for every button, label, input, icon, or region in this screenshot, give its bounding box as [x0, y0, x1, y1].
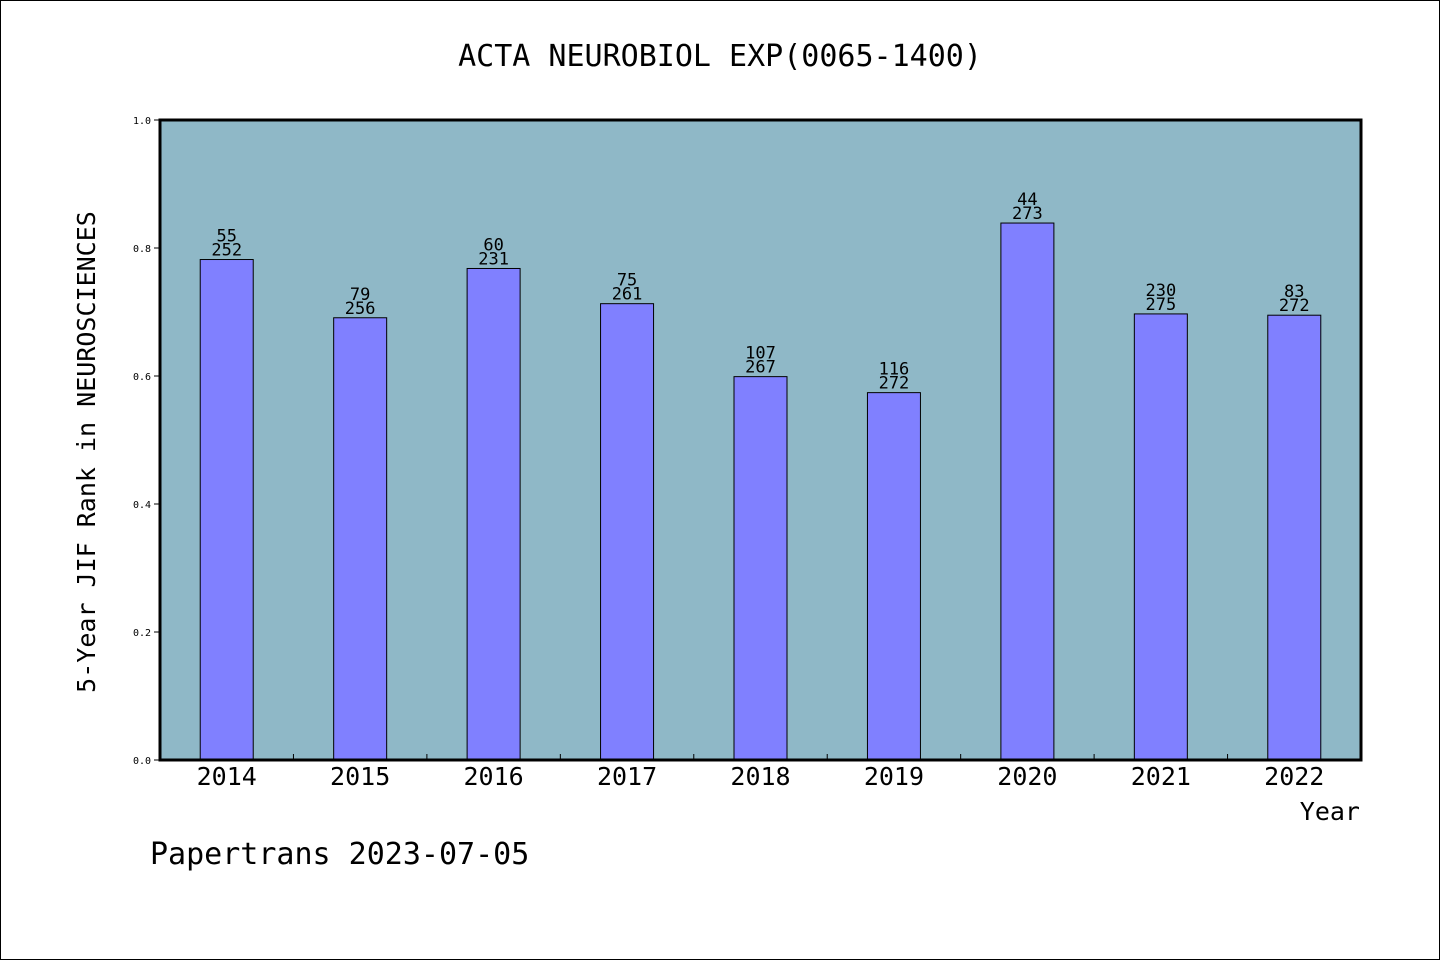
bar-2016 — [466, 267, 521, 761]
y-tick-label: 1.0 — [133, 116, 151, 127]
total-label-2017: 261 — [612, 285, 643, 305]
x-axis: 2014 2015 2016 2017 2018 2019 2020 2021 2022 — [197, 754, 1324, 791]
x-tick-label-2014: 2014 — [197, 762, 257, 791]
rank-label-2014: 55 — [216, 227, 236, 247]
y-tick-label: 0.4 — [133, 500, 151, 511]
y-axis: 0.0 0.2 0.4 0.6 0.8 1.0 — [133, 116, 160, 767]
rank-label-2019: 116 — [879, 360, 910, 380]
y-tick-label: 0.2 — [133, 628, 151, 639]
total-label-2018: 267 — [745, 358, 776, 378]
total-label-2014: 252 — [211, 241, 242, 261]
bar-2015 — [333, 317, 388, 761]
x-tick-label-2017: 2017 — [597, 762, 657, 791]
rank-label-2022: 83 — [1284, 282, 1304, 302]
y-tick-label: 0.6 — [133, 372, 151, 383]
rank-label-2016: 60 — [483, 235, 503, 255]
bar-2019 — [866, 392, 921, 761]
total-label-2019: 272 — [879, 374, 910, 394]
bars-group — [199, 222, 1322, 761]
x-tick-label-2021: 2021 — [1131, 762, 1191, 791]
x-tick-label-2016: 2016 — [464, 762, 524, 791]
total-label-2016: 231 — [478, 249, 509, 269]
rank-label-2021: 230 — [1145, 281, 1176, 301]
y-tick-label: 0.0 — [133, 756, 151, 767]
x-tick-label-2022: 2022 — [1264, 762, 1324, 791]
x-tick-label-2015: 2015 — [330, 762, 390, 791]
total-label-2022: 272 — [1279, 296, 1310, 316]
bar-2014 — [199, 259, 254, 761]
rank-label-2015: 79 — [350, 285, 370, 305]
total-label-2015: 256 — [345, 299, 376, 319]
bar-2021 — [1133, 313, 1188, 761]
bar-2017 — [600, 303, 655, 761]
source-footer: Papertrans 2023-07-05 — [150, 837, 529, 872]
y-tick-label: 0.8 — [133, 244, 151, 255]
rank-label-2017: 75 — [617, 271, 637, 291]
x-axis-label: Year — [1300, 797, 1360, 826]
rank-label-2018: 107 — [745, 344, 776, 364]
total-label-2020: 273 — [1012, 204, 1043, 224]
x-tick-label-2018: 2018 — [730, 762, 790, 791]
total-label-2021: 275 — [1145, 295, 1176, 315]
rank-label-2020: 44 — [1017, 190, 1037, 210]
chart-title: ACTA NEUROBIOL EXP(0065-1400) — [458, 39, 982, 74]
y-axis-label: 5-Year JIF Rank in NEUROSCIENCES — [72, 211, 101, 693]
x-tick-label-2019: 2019 — [864, 762, 924, 791]
bar-2022 — [1267, 314, 1322, 761]
bar-2020 — [1000, 222, 1055, 761]
plot-border — [158, 118, 1363, 762]
x-tick-label-2020: 2020 — [997, 762, 1057, 791]
bar-2018 — [733, 376, 788, 761]
